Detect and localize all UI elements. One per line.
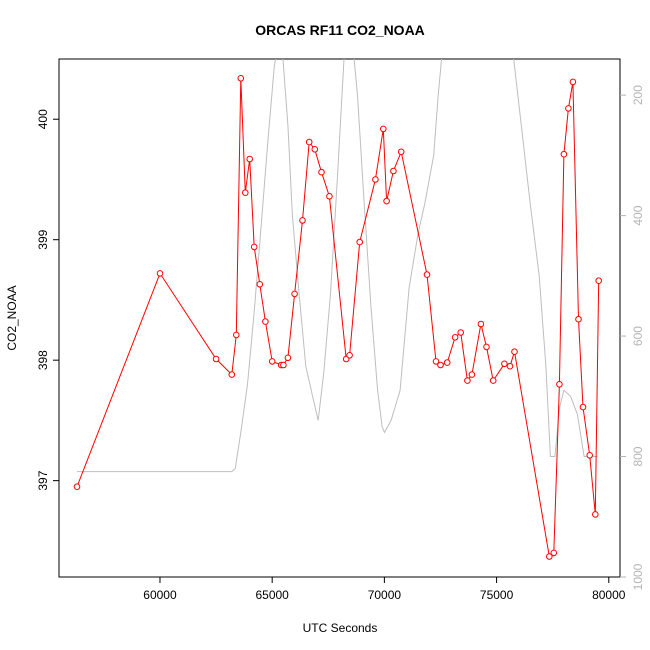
data-point [437, 361, 444, 369]
y2-tick-label: 400 [631, 205, 645, 225]
y2-tick-label: 200 [631, 85, 645, 105]
data-point [586, 452, 594, 459]
data-point [156, 270, 164, 277]
data-point [326, 193, 333, 200]
data-point [592, 511, 599, 518]
x-tick-label: 70000 [368, 588, 402, 602]
x-tick-label: 65000 [255, 588, 289, 602]
data-point [299, 217, 306, 224]
data-point [477, 320, 485, 328]
data-point [291, 290, 298, 298]
x-tick-label: 80000 [592, 588, 626, 602]
data-point [250, 243, 258, 251]
series-layer [73, 59, 603, 560]
data-point [390, 167, 397, 175]
x-tick-label: 60000 [143, 588, 177, 602]
data-point [318, 168, 325, 176]
data-point [256, 281, 264, 288]
data-point [346, 352, 353, 359]
y-tick-label: 398 [36, 350, 50, 370]
data-point [305, 138, 313, 146]
data-point [432, 358, 440, 365]
data-point [464, 377, 471, 384]
data-point [228, 371, 236, 378]
x-axis: 60000 65000 70000 75000 80000 [143, 577, 626, 602]
y-axis: 397 398 399 400 [36, 109, 59, 491]
data-point [565, 105, 572, 112]
chart-title: ORCAS RF11 CO2_NOAA [255, 22, 425, 38]
data-point [550, 549, 558, 557]
data-point [423, 271, 431, 278]
data-point [242, 189, 249, 196]
data-point [595, 277, 603, 285]
data-point [511, 348, 518, 356]
data-point [575, 315, 582, 323]
data-point [311, 146, 319, 153]
data-point [579, 403, 587, 411]
data-point [546, 553, 553, 560]
series-line-0 [76, 78, 600, 558]
data-point [73, 483, 81, 491]
data-point [457, 329, 465, 336]
data-point [380, 125, 387, 133]
data-point [233, 331, 240, 339]
data-point [284, 354, 292, 362]
data-point [501, 360, 508, 368]
y-tick-label: 397 [36, 470, 50, 490]
data-point [556, 381, 563, 388]
series-line-1 [77, 59, 598, 473]
y2-tick-label: 1000 [631, 563, 645, 590]
x-tick-label: 75000 [480, 588, 514, 602]
plot-frame [58, 58, 621, 578]
data-point [560, 150, 568, 158]
data-point [451, 334, 459, 341]
data-point [268, 358, 276, 365]
data-point [356, 238, 364, 246]
data-point [246, 155, 253, 163]
data-point [397, 148, 405, 156]
data-point [383, 197, 390, 205]
data-point [212, 355, 220, 363]
data-point [443, 359, 451, 366]
data-point [262, 318, 269, 325]
data-point [506, 362, 514, 370]
y2-tick-label: 600 [631, 326, 645, 346]
y-axis-label: CO2_NOAA [5, 285, 19, 350]
data-point [468, 371, 476, 378]
data-point [489, 377, 497, 384]
y2-axis: 200 400 600 800 1000 [620, 85, 645, 590]
y2-tick-label: 800 [631, 446, 645, 466]
data-point [280, 361, 287, 369]
data-point [569, 78, 577, 86]
data-point [237, 75, 245, 82]
data-point [372, 176, 379, 183]
y-tick-label: 400 [36, 109, 50, 129]
data-point [483, 343, 490, 351]
y-tick-label: 399 [36, 229, 50, 249]
x-axis-label: UTC Seconds [303, 621, 378, 635]
